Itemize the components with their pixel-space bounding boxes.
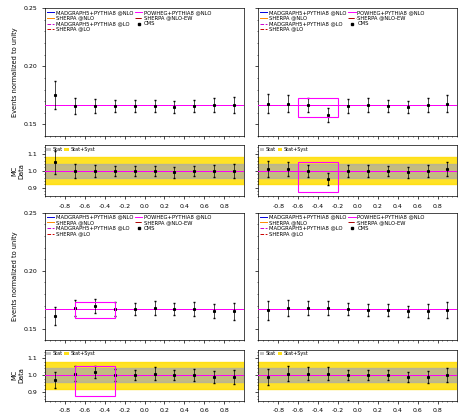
- Bar: [45, 362, 244, 389]
- X-axis label: $\cos\theta_2^*$: $\cos\theta_2^*$: [346, 214, 370, 229]
- Bar: [75, 366, 115, 396]
- Bar: [298, 98, 338, 117]
- Legend: MADGRAPH5+PYTHIA8 @NLO, SHERPA @NLO, MADGRAPH5+PYTHIA8 @LO, SHERPA @LO, POWHEG+P: MADGRAPH5+PYTHIA8 @NLO, SHERPA @NLO, MAD…: [259, 9, 425, 32]
- Y-axis label: MC
Data: MC Data: [12, 163, 25, 179]
- X-axis label: $\cos\theta_1^*$: $\cos\theta_1^*$: [132, 214, 157, 229]
- Legend: Stat, Stat+Syst: Stat, Stat+Syst: [46, 351, 95, 357]
- Y-axis label: Events normalized to unity: Events normalized to unity: [12, 232, 18, 321]
- Bar: [75, 302, 115, 318]
- Y-axis label: MC
Data: MC Data: [12, 367, 25, 383]
- Bar: [45, 157, 244, 184]
- Y-axis label: Events normalized to unity: Events normalized to unity: [12, 27, 18, 117]
- Bar: [258, 164, 457, 178]
- Legend: MADGRAPH5+PYTHIA8 @NLO, SHERPA @NLO, MADGRAPH5+PYTHIA8 @LO, SHERPA @LO, POWHEG+P: MADGRAPH5+PYTHIA8 @NLO, SHERPA @NLO, MAD…: [46, 9, 212, 32]
- Bar: [45, 164, 244, 178]
- Bar: [45, 368, 244, 382]
- Bar: [298, 161, 338, 192]
- Bar: [258, 157, 457, 184]
- Legend: Stat, Stat+Syst: Stat, Stat+Syst: [259, 147, 309, 152]
- Legend: MADGRAPH5+PYTHIA8 @NLO, SHERPA @NLO, MADGRAPH5+PYTHIA8 @LO, SHERPA @LO, POWHEG+P: MADGRAPH5+PYTHIA8 @NLO, SHERPA @NLO, MAD…: [46, 214, 212, 237]
- Legend: MADGRAPH5+PYTHIA8 @NLO, SHERPA @NLO, MADGRAPH5+PYTHIA8 @LO, SHERPA @LO, POWHEG+P: MADGRAPH5+PYTHIA8 @NLO, SHERPA @NLO, MAD…: [259, 214, 425, 237]
- Legend: Stat, Stat+Syst: Stat, Stat+Syst: [46, 147, 95, 152]
- Legend: Stat, Stat+Syst: Stat, Stat+Syst: [259, 351, 309, 357]
- Bar: [258, 368, 457, 382]
- Bar: [258, 362, 457, 389]
